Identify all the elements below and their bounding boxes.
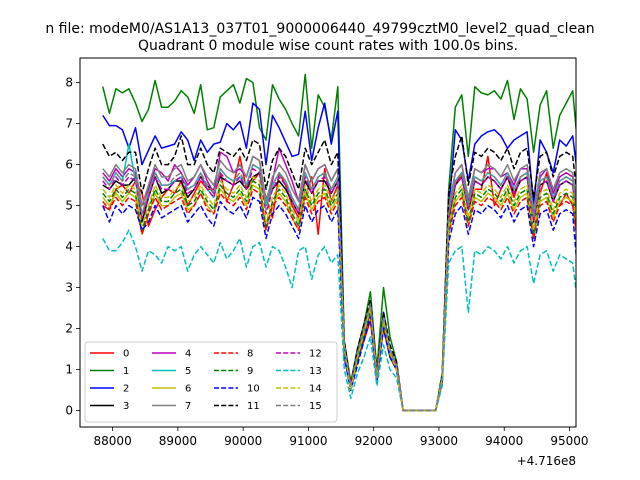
plot-frame [79, 57, 577, 428]
legend-label: 10 [247, 384, 260, 395]
legend-label: 1 [123, 366, 129, 377]
x-tick-label: 89000 [159, 434, 197, 448]
legend-label: 11 [247, 401, 260, 412]
series-line-11 [102, 135, 576, 412]
x-tick-label: 90000 [224, 434, 262, 448]
series-layer [102, 73, 576, 412]
series-line-13 [102, 229, 576, 412]
legend-label: 13 [309, 366, 322, 377]
y-tick-label: 3 [65, 281, 73, 295]
legend-label: 5 [185, 366, 191, 377]
y-axis: 0 1 2 3 4 5 6 7 8 [65, 76, 80, 418]
x-tick-label: 88000 [94, 434, 132, 448]
legend-label: 2 [123, 384, 129, 395]
x-offset-label: +4.716e8 [517, 454, 576, 468]
y-tick-label: 7 [65, 117, 73, 131]
legend-label: 7 [185, 401, 191, 412]
x-tick-label: 94000 [485, 434, 523, 448]
y-tick-label: 1 [65, 363, 73, 377]
y-tick-label: 8 [65, 76, 73, 90]
legend-label: 0 [123, 349, 129, 360]
x-tick-label: 92000 [355, 434, 393, 448]
y-tick-label: 2 [65, 322, 73, 336]
y-tick-label: 4 [65, 240, 73, 254]
legend-box [84, 341, 338, 423]
y-tick-label: 6 [65, 158, 73, 172]
legend-label: 6 [185, 384, 191, 395]
series-line-15 [102, 163, 576, 412]
legend-label: 12 [309, 349, 322, 360]
chart-suptitle: n file: modeM0/AS1A13_037T01_9000006440_… [45, 21, 594, 37]
legend-label: 9 [247, 366, 253, 377]
legend-label: 4 [185, 349, 191, 360]
x-tick-label: 91000 [289, 434, 327, 448]
legend-label: 8 [247, 349, 253, 360]
x-tick-label: 93000 [420, 434, 458, 448]
x-axis: 88000 89000 90000 91000 92000 93000 94000 95000 [94, 427, 589, 448]
legend-label: 3 [123, 401, 129, 412]
y-tick-label: 0 [65, 404, 73, 418]
x-tick-label: 95000 [550, 434, 588, 448]
chart-title: Quadrant 0 module wise count rates with … [138, 38, 518, 54]
legend-label: 14 [309, 384, 322, 395]
legend-label: 15 [309, 401, 322, 412]
y-tick-label: 5 [65, 199, 73, 213]
